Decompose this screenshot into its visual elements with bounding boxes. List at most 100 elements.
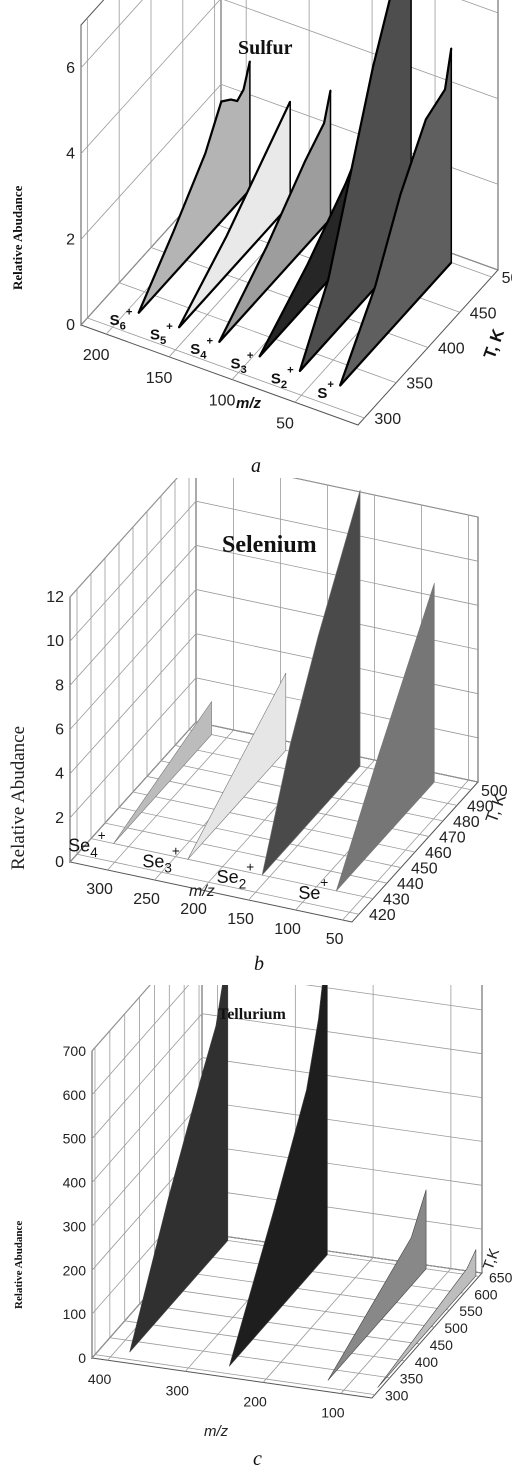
sulfur-ytick-label: 500 bbox=[502, 270, 512, 287]
selenium-series-se2-plus bbox=[261, 489, 361, 876]
tellurium-floor-grid-line bbox=[340, 1268, 452, 1394]
sulfur-floor-grid-line bbox=[87, 317, 365, 419]
tellurium-ztick-label: 500 bbox=[63, 1131, 87, 1147]
tellurium-chart: 0100200300400500600700400300200100300350… bbox=[13, 985, 512, 1470]
tellurium-ztick-label: 100 bbox=[63, 1306, 87, 1322]
sulfur-zlabel: Relative Abudance bbox=[10, 185, 25, 290]
selenium-chart: 0 2 4 6 8 10 12 300 250 200 150 100 50 42043044045046… bbox=[8, 478, 510, 975]
sulfur-ztick-label: 0 bbox=[66, 317, 75, 334]
sulfur-xtick-label: 100 bbox=[209, 393, 236, 410]
tellurium-ytick-label: 300 bbox=[385, 1388, 409, 1404]
selenium-xlabel: m/z bbox=[189, 883, 215, 900]
sulfur-series-line-s2-plus bbox=[298, 0, 391, 372]
tellurium-floor-grid-line bbox=[154, 1286, 435, 1328]
sulfur-xtick-label: 200 bbox=[83, 347, 110, 364]
selenium-floor-grid-line bbox=[76, 853, 360, 915]
sulfur-series-label-s3-plus: S3+ bbox=[231, 350, 254, 376]
selenium-zgrid-line bbox=[69, 677, 479, 819]
sulfur-series-line-s-plus bbox=[338, 48, 453, 387]
selenium-ztick-label: 2 bbox=[55, 810, 64, 827]
selenium-series-label-se-plus: Se+ bbox=[298, 875, 328, 903]
selenium-xtick-label: 250 bbox=[133, 891, 160, 908]
sulfur-series-label-s4-plus: S4+ bbox=[190, 335, 213, 361]
selenium-ytick-label: 490 bbox=[467, 798, 494, 815]
selenium-series-se4-plus bbox=[113, 701, 212, 844]
sulfur-zgrid-line bbox=[80, 0, 499, 69]
tellurium-floor-grid-line bbox=[94, 1354, 376, 1396]
selenium-xtick-label: 150 bbox=[227, 911, 254, 928]
sulfur-xtick-label: 50 bbox=[276, 415, 294, 432]
selenium-floor-grid-line bbox=[90, 838, 374, 900]
panel-letter-b: b bbox=[254, 953, 264, 975]
sulfur-ztick-label: 6 bbox=[66, 60, 75, 77]
sulfur-ztick-label: 4 bbox=[66, 146, 75, 163]
selenium-zgrid-line bbox=[69, 478, 479, 598]
tellurium-ztick-label: 300 bbox=[63, 1218, 87, 1234]
tellurium-zgrid-line bbox=[91, 1057, 483, 1183]
selenium-series bbox=[113, 489, 435, 892]
selenium-series-label-se3-plus: Se3+ bbox=[142, 844, 180, 876]
selenium-series-label-se4-plus: Se4+ bbox=[68, 828, 106, 860]
tellurium-ztick-label: 0 bbox=[78, 1350, 86, 1366]
sulfur-series-base-s-plus bbox=[339, 261, 453, 387]
tellurium-xtick-label: 100 bbox=[321, 1405, 345, 1421]
tellurium-zlabel: Relative Abudance bbox=[13, 1221, 25, 1309]
sulfur-ztick-label: 2 bbox=[66, 231, 75, 248]
selenium-xtick-label: 200 bbox=[180, 901, 207, 918]
tellurium-floor-grid-line bbox=[262, 1257, 374, 1383]
selenium-ztick-label: 12 bbox=[46, 589, 64, 606]
tellurium-back-wall bbox=[201, 985, 483, 1274]
selenium-zgrid-line bbox=[69, 633, 479, 774]
selenium-xtick-label: 50 bbox=[326, 931, 344, 948]
selenium-zgrid-line bbox=[69, 589, 479, 730]
tellurium-ylabel: T,K bbox=[480, 1246, 503, 1272]
tellurium-floor-grid-line bbox=[198, 1235, 480, 1277]
tellurium-labels: 0100200300400500600700400300200100300350… bbox=[63, 1043, 512, 1421]
selenium-ytick-label: 440 bbox=[397, 876, 424, 893]
sulfur-series-line-s4-plus bbox=[218, 90, 332, 343]
tellurium-ytick-label: 400 bbox=[415, 1354, 439, 1370]
selenium-ytick-label: 460 bbox=[425, 845, 452, 862]
tellurium-xtick-label: 400 bbox=[88, 1371, 112, 1387]
sulfur-series-label-s2-plus: S2+ bbox=[271, 365, 294, 391]
tellurium-title: Tellurium bbox=[218, 1006, 287, 1023]
sulfur-series bbox=[137, 0, 453, 387]
tellurium-ztick-label: 600 bbox=[63, 1087, 87, 1103]
sulfur-ytick-label: 300 bbox=[374, 411, 401, 428]
selenium-ytick-label: 500 bbox=[481, 783, 508, 800]
sulfur-xlabel: m/z bbox=[236, 395, 262, 412]
tellurium-series-te-plus bbox=[327, 1189, 427, 1381]
sulfur-ytick-label: 450 bbox=[470, 305, 497, 322]
selenium-ztick-label: 10 bbox=[46, 633, 64, 650]
tellurium-zgrid-line bbox=[91, 1013, 483, 1139]
sulfur-ylabel: T, K bbox=[480, 326, 508, 362]
tellurium-series-te3-plus bbox=[129, 985, 229, 1353]
tellurium-ztick-label: 400 bbox=[63, 1175, 87, 1191]
selenium-title: Selenium bbox=[222, 532, 317, 558]
selenium-series-se-plus bbox=[335, 582, 435, 892]
sulfur-series-base-s5-plus bbox=[178, 203, 291, 329]
selenium-ytick-label: 470 bbox=[439, 829, 466, 846]
panel-letter-a: a bbox=[251, 455, 261, 477]
selenium-xtick-label: 300 bbox=[86, 881, 113, 898]
selenium-series-se3-plus bbox=[187, 672, 287, 860]
tellurium-ytick-label: 450 bbox=[430, 1337, 454, 1353]
selenium-zgrid-line bbox=[69, 500, 479, 642]
tellurium-floor-grid-line bbox=[109, 1337, 390, 1379]
sulfur-series-label-s-plus: S+ bbox=[317, 379, 334, 402]
selenium-ytick-label: 450 bbox=[411, 861, 438, 878]
panel-letter-c: c bbox=[253, 1448, 262, 1470]
sulfur-series-label-s6-plus: S6+ bbox=[110, 306, 133, 332]
selenium-grid bbox=[69, 478, 479, 923]
tellurium-xtick-label: 200 bbox=[243, 1393, 267, 1409]
sulfur-series-line-s5-plus bbox=[177, 101, 292, 329]
tellurium-floor-grid-line bbox=[184, 1252, 465, 1294]
tellurium-series-te-plus-low bbox=[377, 1249, 477, 1388]
sulfur-series-line-s6-plus bbox=[137, 60, 251, 314]
tellurium-floor-grid-line bbox=[169, 1269, 450, 1311]
selenium-ytick-label: 480 bbox=[453, 814, 480, 831]
sulfur-xtick-label: 150 bbox=[146, 370, 173, 387]
sulfur-series-base-s6-plus bbox=[137, 189, 251, 314]
tellurium-ytick-label: 550 bbox=[459, 1303, 483, 1319]
selenium-labels: 0 2 4 6 8 10 12 300 250 200 150 100 50 42043044045046… bbox=[46, 589, 508, 948]
